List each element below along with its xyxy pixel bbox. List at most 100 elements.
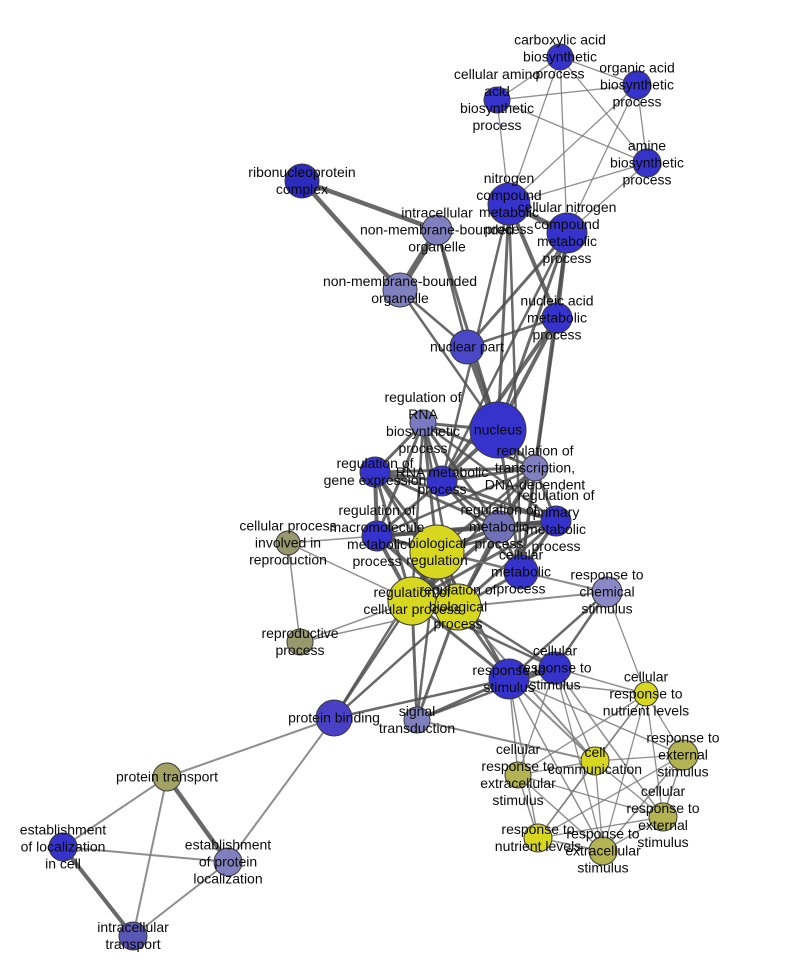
node-label-regulation-of-transcription-dna-dependent: regulation of transcription, DNA-dependent xyxy=(485,443,586,493)
graph-node-cellular-response-to-stimulus[interactable] xyxy=(538,651,572,685)
graph-edge xyxy=(554,667,596,762)
graph-node-nucleic-acid-metabolic-process[interactable] xyxy=(541,302,573,334)
graph-node-amine-biosynthetic-process[interactable] xyxy=(632,148,662,178)
graph-node-protein-transport[interactable] xyxy=(152,762,182,792)
graph-node-rna-metabolic-process[interactable] xyxy=(426,465,458,497)
node-label-carboxylic-acid-biosynthetic-process: carboxylic acid biosynthetic process xyxy=(514,32,606,82)
node-label-non-membrane-bounded-organelle: non-membrane-bounded organelle xyxy=(323,273,477,306)
labels-layer: carboxylic acid biosynthetic processcellul… xyxy=(20,32,720,953)
graph-node-organic-acid-biosynthetic-process[interactable] xyxy=(622,70,652,100)
node-label-biological-regulation: biological regulation xyxy=(406,535,468,568)
node-label-nucleic-acid-metabolic-process: nucleic acid metabolic process xyxy=(520,293,593,343)
graph-edge xyxy=(465,232,569,348)
graph-node-nuclear-part[interactable] xyxy=(449,329,485,365)
graph-node-cellular-process-involved-in-reproduction[interactable] xyxy=(275,530,301,556)
graph-node-regulation-of-metabolic-process[interactable] xyxy=(482,510,516,544)
graph-node-establishment-of-localization-in-cell[interactable] xyxy=(48,832,78,862)
graph-node-regulation-of-macromolecule-metabolic-process[interactable] xyxy=(361,520,393,552)
graph-node-reproductive-process[interactable] xyxy=(286,628,314,656)
graph-node-regulation-of-transcription-dna-dependent[interactable] xyxy=(521,454,549,482)
node-label-regulation-of-primary-metabolic-process: regulation of primary metabolic process xyxy=(517,487,594,554)
graph-node-response-to-nutrient-levels[interactable] xyxy=(523,823,553,853)
graph-edge xyxy=(645,693,664,818)
graph-edge xyxy=(508,56,561,205)
node-label-regulation-of-macromolecule-metabolic-process: regulation of macromolecule metabolic proce… xyxy=(330,502,425,569)
graph-edge xyxy=(508,84,638,205)
graph-edge xyxy=(132,776,168,937)
graph-edge xyxy=(508,678,604,852)
nodes-layer xyxy=(48,43,699,951)
node-label-cellular-response-to-stimulus: cellular response to stimulus xyxy=(518,643,591,693)
graph-edge xyxy=(287,542,301,643)
node-label-signal-transduction: signal transduction xyxy=(379,703,455,736)
graph-node-regulation-of-gene-expression[interactable] xyxy=(359,456,391,488)
graph-edge xyxy=(416,666,556,722)
node-label-organic-acid-biosynthetic-process: organic acid biosynthetic process xyxy=(599,60,675,110)
graph-edge xyxy=(374,470,500,529)
graph-edge xyxy=(457,591,608,608)
graph-edge xyxy=(301,178,438,233)
graph-node-cellular-metabolic-process[interactable] xyxy=(503,554,539,590)
graph-edge xyxy=(517,774,604,852)
graph-node-intracellular-non-membrane-bounded-organelle[interactable] xyxy=(421,214,453,246)
graph-node-cellular-response-to-extracellular-stimulus[interactable] xyxy=(504,761,532,789)
graph-node-cellular-response-to-nutrient-levels[interactable] xyxy=(633,681,659,707)
graph-node-ribonucleoprotein-complex[interactable] xyxy=(284,163,320,199)
node-label-protein-transport: protein transport xyxy=(116,769,218,785)
graph-node-regulation-of-primary-metabolic-process[interactable] xyxy=(540,505,572,537)
node-label-cellular-amino-acid-biosynthetic-process: cellular amino acid biosynthetic process xyxy=(454,66,541,133)
graph-node-signal-transduction[interactable] xyxy=(403,706,431,734)
graph-edge xyxy=(374,470,557,523)
node-label-intracellular-non-membrane-bounded-organelle: intracellular non-membrane-bounded organel… xyxy=(360,205,514,255)
graph-edge xyxy=(300,179,402,292)
graph-node-regulation-of-biological-process[interactable] xyxy=(434,583,482,631)
graph-edge xyxy=(376,519,557,538)
node-label-cellular-metabolic-process: cellular metabolic process xyxy=(491,547,551,597)
graph-node-response-to-stimulus[interactable] xyxy=(488,658,530,700)
graph-node-cellular-amino-acid-biosynthetic-process[interactable] xyxy=(483,86,511,114)
graph-node-regulation-of-rna-biosynthetic-process[interactable] xyxy=(409,409,437,437)
graph-node-cellular-response-to-external-stimulus[interactable] xyxy=(648,802,678,832)
graph-node-protein-binding[interactable] xyxy=(315,699,353,737)
graph-node-nitrogen-compound-metabolic-process[interactable] xyxy=(487,182,531,226)
graph-edge xyxy=(594,760,604,852)
node-label-cellular-process-involved-in-reproduction: cellular process involved in reproduction xyxy=(239,518,336,568)
node-label-establishment-of-localization-in-cell: establishment of localization in cell xyxy=(20,822,106,872)
graph-node-response-to-chemical-stimulus[interactable] xyxy=(591,576,623,608)
graph-edge xyxy=(374,466,536,474)
node-label-nuclear-part: nuclear part xyxy=(430,339,504,355)
graph-node-cellular-nitrogen-compound-metabolic-process[interactable] xyxy=(546,212,588,254)
node-label-protein-binding: protein binding xyxy=(288,710,380,726)
graph-edge xyxy=(333,677,510,720)
graph-edge xyxy=(566,84,638,234)
node-label-regulation-of-biological-process: regulation of biological process xyxy=(419,582,496,632)
graph-edge xyxy=(440,316,559,483)
graph-node-nucleus[interactable] xyxy=(469,401,527,459)
node-label-intracellular-transport: intracellular transport xyxy=(97,919,169,952)
graph-edge xyxy=(62,846,229,863)
graph-node-response-to-external-stimulus[interactable] xyxy=(667,739,699,771)
node-label-nitrogen-compound-metabolic-process: nitrogen compound metabolic process xyxy=(476,170,541,237)
graph-node-intracellular-transport[interactable] xyxy=(118,921,148,951)
graph-edge xyxy=(517,667,556,776)
graph-edge xyxy=(602,754,684,852)
graph-edge xyxy=(508,678,684,756)
graph-node-carboxylic-acid-biosynthetic-process[interactable] xyxy=(546,43,574,71)
graph-node-non-membrane-bounded-organelle[interactable] xyxy=(382,272,418,308)
node-label-response-to-stimulus: response to stimulus xyxy=(472,662,545,695)
graph-node-response-to-extracellular-stimulus[interactable] xyxy=(588,836,618,866)
node-label-response-to-extracellular-stimulus: response to extracellular stimulus xyxy=(565,826,641,876)
graph-edge xyxy=(537,760,596,839)
graph-edge xyxy=(441,479,557,523)
graph-node-cell-communication[interactable] xyxy=(580,746,610,776)
graph-node-biological-regulation[interactable] xyxy=(409,524,465,580)
graph-node-establishment-of-protein-localization[interactable] xyxy=(213,847,243,877)
node-label-cell-communication: cell communication xyxy=(548,744,642,777)
node-label-amine-biosynthetic-process: amine biosynthetic process xyxy=(610,138,684,188)
node-label-cellular-response-to-nutrient-levels: cellular response to nutrient levels xyxy=(603,669,689,719)
node-label-regulation-of-gene-expression: regulation of gene expression xyxy=(324,455,427,488)
graph-edge xyxy=(554,667,604,852)
node-label-response-to-nutrient-levels: response to nutrient levels xyxy=(495,821,581,854)
